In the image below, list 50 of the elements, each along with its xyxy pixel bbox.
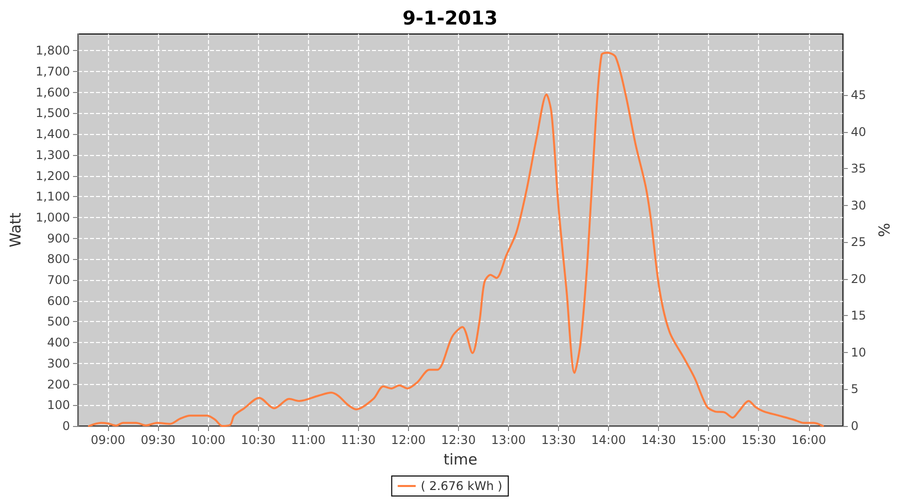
x-tick-label: 09:30 bbox=[140, 433, 176, 447]
y2-tick-label: 20 bbox=[850, 272, 866, 286]
y2-tick-label: 30 bbox=[850, 198, 866, 212]
x-tick-label: 13:30 bbox=[541, 433, 576, 447]
y2-tick-label: 45 bbox=[850, 88, 866, 102]
y2-tick-label: 40 bbox=[850, 124, 866, 139]
x-tick-label: 15:30 bbox=[741, 433, 776, 447]
y2-tick-label: 0 bbox=[850, 419, 858, 433]
x-tick-label: 10:30 bbox=[240, 433, 276, 447]
y-tick-label: 1,600 bbox=[36, 85, 70, 100]
y-tick-label: 1,100 bbox=[36, 190, 70, 204]
y-tick-label: 300 bbox=[47, 356, 70, 370]
y-tick-label: 1,200 bbox=[36, 168, 70, 183]
y2-axis-title: % bbox=[876, 222, 894, 238]
y-tick-label: 1,500 bbox=[36, 106, 70, 120]
y-tick-label: 1,400 bbox=[36, 127, 70, 142]
y-tick-label: 1,000 bbox=[36, 210, 70, 224]
y-tick-label: 1,700 bbox=[36, 64, 70, 79]
x-tick-label: 09:00 bbox=[90, 433, 126, 447]
y-tick-label: 0 bbox=[62, 419, 70, 433]
x-tick-label: 12:00 bbox=[391, 433, 426, 447]
y2-tick-label: 5 bbox=[850, 382, 858, 396]
x-tick-label: 12:30 bbox=[441, 433, 476, 447]
x-tick-label: 11:30 bbox=[341, 433, 376, 447]
y-tick-label: 200 bbox=[47, 377, 70, 392]
y-tick-label: 800 bbox=[47, 252, 70, 266]
y-tick-label: 400 bbox=[47, 336, 70, 350]
x-tick-label: 13:00 bbox=[491, 433, 526, 447]
x-axis-title: time bbox=[443, 450, 478, 468]
y2-tick-label: 15 bbox=[850, 308, 866, 323]
y-tick-label: 700 bbox=[47, 273, 70, 288]
y2-tick-label: 10 bbox=[850, 345, 866, 360]
x-tick-label: 10:00 bbox=[190, 433, 226, 447]
y2-tick-label: 25 bbox=[850, 235, 866, 250]
legend-label: ( 2.676 kWh ) bbox=[420, 479, 502, 493]
x-tick-label: 16:00 bbox=[791, 433, 826, 447]
x-tick-label: 14:00 bbox=[591, 433, 626, 447]
y-tick-label: 1,800 bbox=[36, 44, 70, 58]
y-tick-label: 600 bbox=[47, 294, 70, 308]
x-tick-label: 14:30 bbox=[641, 433, 676, 447]
y2-tick-label: 35 bbox=[850, 162, 866, 176]
line-series bbox=[88, 52, 824, 427]
y-tick-label: 1,300 bbox=[36, 148, 70, 162]
y-tick-label: 900 bbox=[47, 231, 70, 246]
x-tick-label: 11:00 bbox=[290, 433, 326, 447]
x-tick-label: 15:00 bbox=[691, 433, 726, 447]
y-tick-label: 100 bbox=[47, 398, 70, 412]
chart-title: 9-1-2013 bbox=[402, 8, 498, 30]
y-axis-title: Watt bbox=[6, 212, 24, 248]
y-tick-label: 500 bbox=[47, 314, 70, 329]
